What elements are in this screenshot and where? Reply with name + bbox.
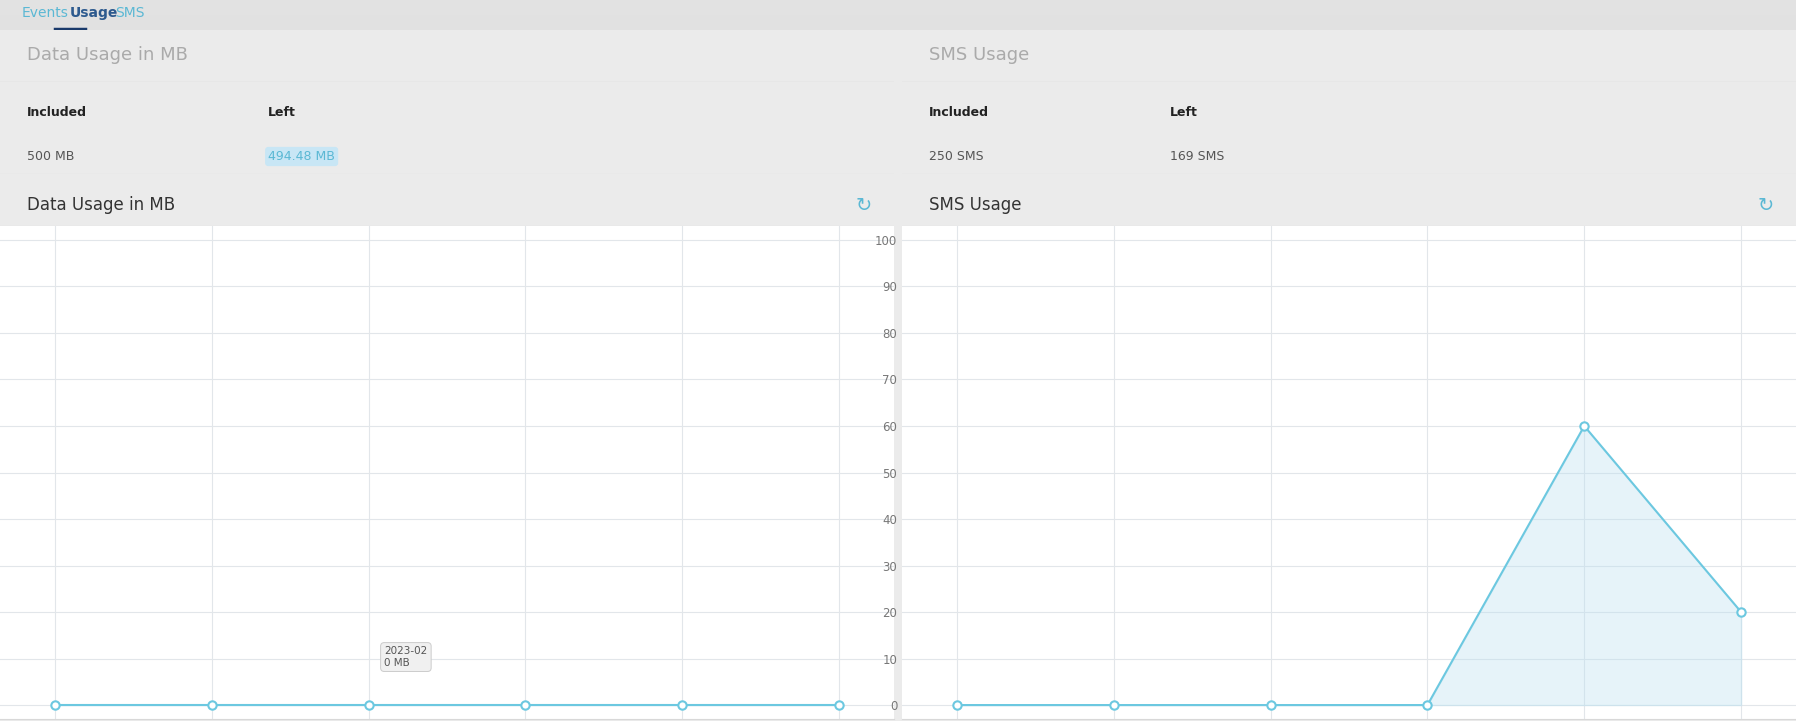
Text: 250 SMS: 250 SMS (929, 150, 984, 163)
Text: Left: Left (268, 106, 296, 119)
Point (512, 699, 541, 711)
Text: ↻: ↻ (1756, 195, 1774, 215)
Text: SMS Usage: SMS Usage (929, 45, 1029, 63)
Point (1413, 699, 1442, 711)
Point (668, 699, 697, 711)
Text: Usage: Usage (70, 6, 119, 20)
Text: SMS: SMS (115, 6, 144, 20)
Text: 169 SMS: 169 SMS (1171, 150, 1225, 163)
Text: SMS Usage: SMS Usage (929, 196, 1022, 214)
Text: ↻: ↻ (855, 195, 871, 215)
Text: Events: Events (22, 6, 68, 20)
Text: Data Usage in MB: Data Usage in MB (27, 196, 174, 214)
Text: Included: Included (27, 106, 86, 119)
Text: 2023-02
0 MB: 2023-02 0 MB (384, 646, 427, 668)
Text: Left: Left (1171, 106, 1198, 119)
Bar (0, 0, 1796, 15)
Point (943, 699, 972, 711)
Point (1099, 699, 1128, 711)
Text: 494.48 MB: 494.48 MB (268, 150, 336, 163)
Point (41, 699, 70, 711)
Text: 500 MB: 500 MB (27, 150, 74, 163)
Point (824, 699, 853, 711)
Text: Data Usage in MB: Data Usage in MB (27, 45, 189, 63)
Point (198, 699, 226, 711)
Point (354, 699, 383, 711)
Bar (0, 15, 1796, 30)
Text: Included: Included (929, 106, 990, 119)
Point (1726, 606, 1755, 618)
Point (1570, 420, 1598, 432)
Point (1255, 699, 1284, 711)
